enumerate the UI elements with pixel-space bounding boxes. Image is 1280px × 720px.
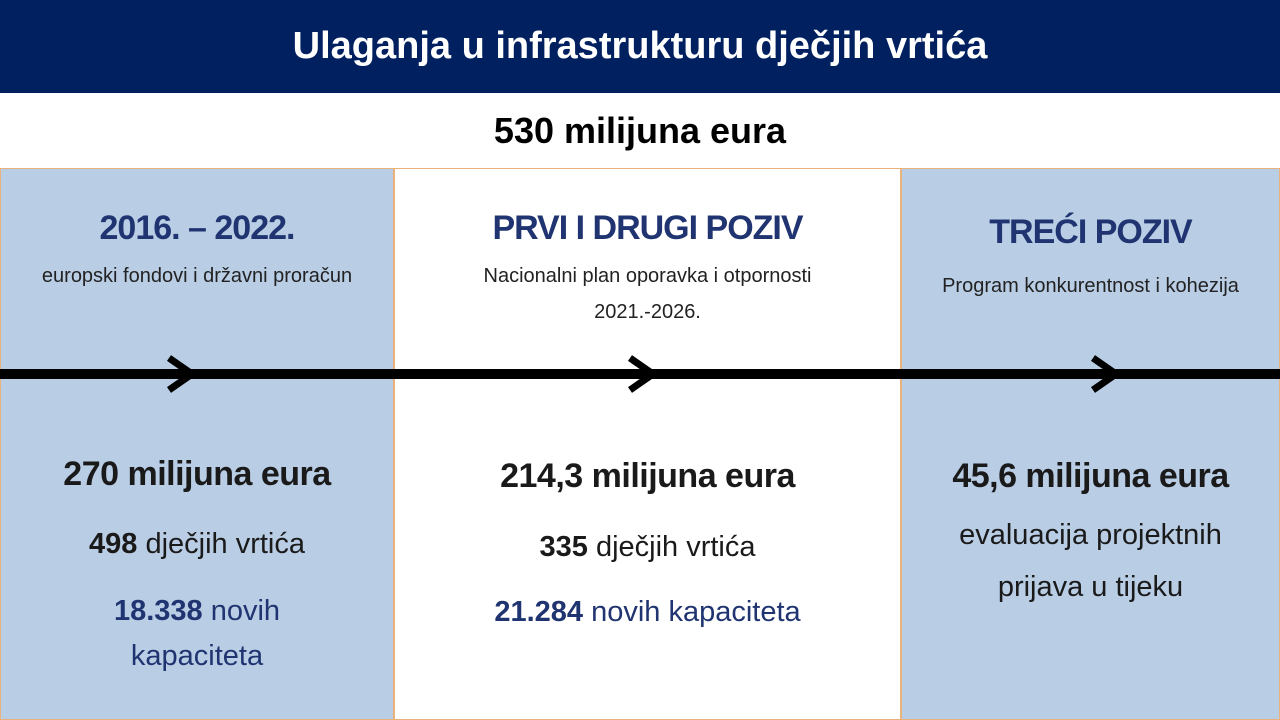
arrow-right-icon bbox=[167, 355, 196, 393]
kindergartens-count: 335 dječjih vrtića bbox=[395, 525, 900, 570]
column-2016-2022: 2016. – 2022. europski fondovi i državni… bbox=[0, 168, 394, 720]
column-first-second-call: PRVI I DRUGI POZIV Nacionalni plan opora… bbox=[394, 168, 901, 720]
capacity-label: novih kapaciteta bbox=[591, 596, 801, 628]
kindergartens-number: 498 bbox=[88, 528, 138, 560]
column-amount: 214,3 milijuna eura bbox=[500, 457, 795, 495]
column-subtitle-line1: Nacionalni plan oporavka i otpornosti bbox=[483, 265, 812, 287]
column-third-call: TREĆI POZIV Program konkurentnost i kohe… bbox=[901, 168, 1280, 720]
column-amount: 270 milijuna eura bbox=[63, 455, 331, 493]
arrow-right-icon bbox=[1091, 355, 1120, 393]
status-line-2: prijava u tijeku bbox=[997, 571, 1184, 603]
capacity-count: 18.338 novih kapaciteta bbox=[91, 589, 303, 679]
column-title: 2016. – 2022. bbox=[99, 209, 296, 247]
column-amount: 45,6 milijuna eura bbox=[952, 457, 1229, 495]
kindergartens-label: dječjih vrtića bbox=[595, 531, 756, 563]
capacity-number: 18.338 bbox=[113, 595, 203, 627]
page-title: Ulaganja u infrastrukturu dječjih vrtića bbox=[292, 25, 988, 67]
kindergartens-count: 498 dječjih vrtića bbox=[1, 522, 393, 567]
total-amount: 530 milijuna eura bbox=[493, 109, 787, 151]
timeline-line bbox=[0, 369, 1280, 379]
capacity-number: 21.284 bbox=[494, 596, 584, 628]
kindergartens-number: 335 bbox=[539, 531, 588, 563]
arrow-right-icon bbox=[628, 355, 657, 393]
kindergartens-label: dječjih vrtića bbox=[145, 528, 305, 560]
column-subtitle: Program konkurentnost i kohezija bbox=[942, 275, 1239, 297]
column-title: TREĆI POZIV bbox=[989, 213, 1192, 251]
page-title-bar: Ulaganja u infrastrukturu dječjih vrtića bbox=[0, 0, 1280, 93]
status-line-1: evaluacija projektnih bbox=[959, 519, 1222, 551]
capacity-count: 21.284 novih kapaciteta bbox=[395, 590, 900, 635]
column-title: PRVI I DRUGI POZIV bbox=[492, 209, 803, 247]
capacity-label: novih kapaciteta bbox=[130, 595, 281, 672]
column-subtitle: europski fondovi i državni proračun bbox=[41, 265, 353, 287]
column-subtitle-line2: 2021.-2026. bbox=[594, 301, 701, 323]
